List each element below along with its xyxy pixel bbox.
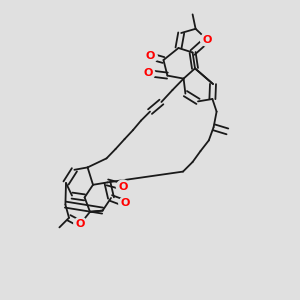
Circle shape bbox=[142, 67, 155, 80]
Circle shape bbox=[74, 217, 87, 230]
Circle shape bbox=[144, 50, 157, 63]
Circle shape bbox=[200, 33, 214, 46]
Text: O: O bbox=[76, 219, 85, 229]
Circle shape bbox=[119, 197, 132, 210]
Text: O: O bbox=[118, 182, 128, 192]
Text: O: O bbox=[202, 34, 212, 45]
Circle shape bbox=[116, 180, 130, 193]
Text: O: O bbox=[146, 51, 155, 62]
Text: O: O bbox=[143, 68, 153, 78]
Text: O: O bbox=[121, 198, 130, 208]
